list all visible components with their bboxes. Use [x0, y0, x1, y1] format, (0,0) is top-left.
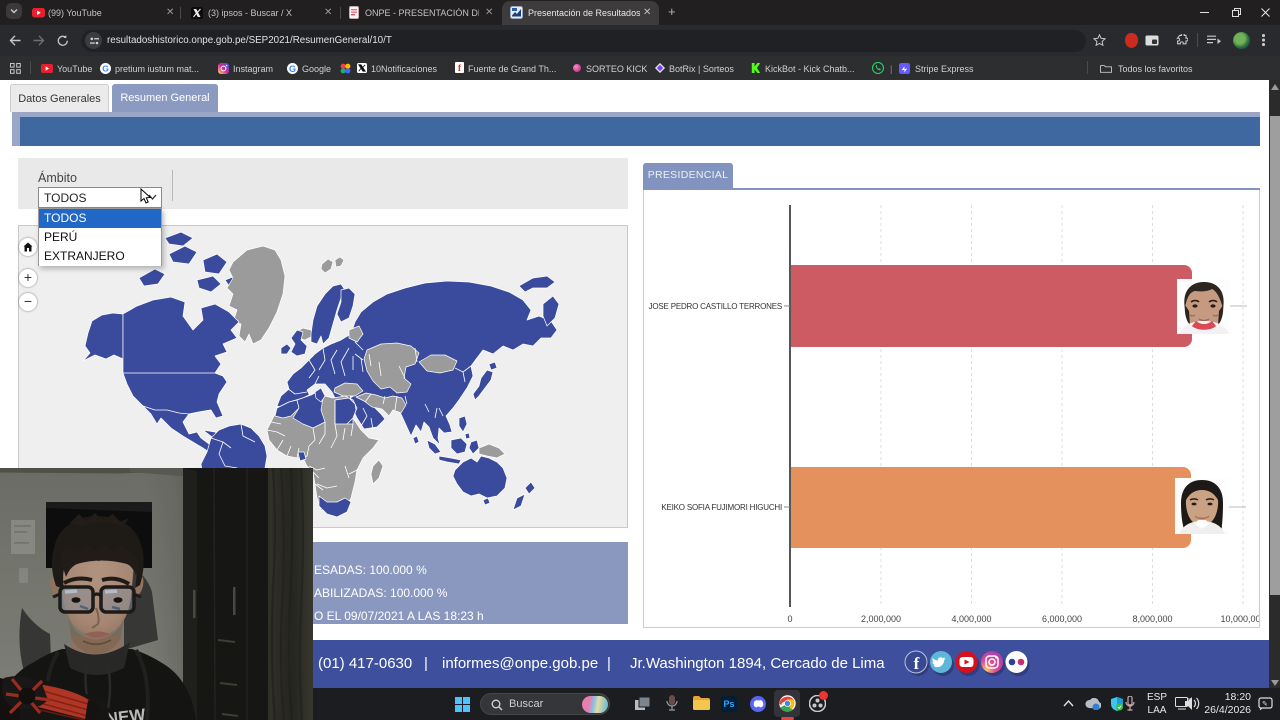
svg-text:G: G — [102, 64, 109, 74]
svg-text:2,000,000: 2,000,000 — [861, 614, 901, 624]
svg-text:KEIKO SOFIA FUJIMORI HIGUCHI: KEIKO SOFIA FUJIMORI HIGUCHI — [661, 503, 782, 512]
svg-text:✎: ✎ — [1262, 701, 1268, 708]
svg-text:NEW: NEW — [105, 705, 148, 720]
svg-text:6,000,000: 6,000,000 — [1042, 614, 1082, 624]
svg-text:G: G — [289, 64, 296, 74]
svg-text:JOSE PEDRO CASTILLO TERRONES: JOSE PEDRO CASTILLO TERRONES — [649, 302, 782, 311]
svg-text:10,000,000: 10,000,000 — [1220, 614, 1260, 624]
svg-text:f: f — [458, 63, 462, 73]
svg-text:4,000,000: 4,000,000 — [951, 614, 991, 624]
svg-text:f: f — [914, 654, 920, 673]
svg-text:8,000,000: 8,000,000 — [1132, 614, 1172, 624]
svg-text:0: 0 — [787, 614, 792, 624]
